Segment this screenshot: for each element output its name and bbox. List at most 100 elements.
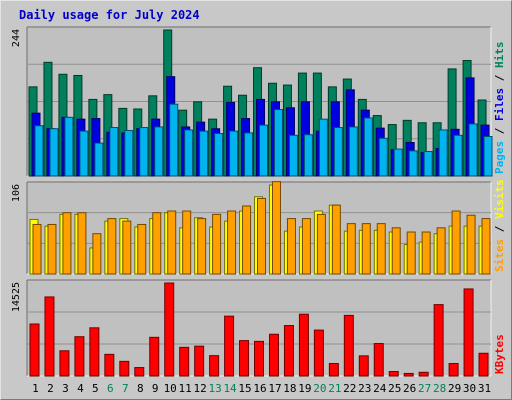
bar-kbytes-day-30 bbox=[463, 288, 474, 377]
bar-kbytes-day-22 bbox=[343, 314, 354, 377]
legend-entry: Pages bbox=[493, 141, 506, 174]
x-tick-label-day-14: 14 bbox=[223, 382, 237, 395]
bar-sites-day-10 bbox=[167, 210, 177, 275]
bar-kbytes-day-17 bbox=[268, 333, 279, 377]
bar-kbytes-day-1 bbox=[29, 323, 40, 377]
panel-visits-sites-legend: Sites / Visits bbox=[493, 179, 506, 272]
bar-sites-day-26 bbox=[406, 231, 416, 275]
bar-sites-day-29 bbox=[451, 210, 461, 275]
bar-pages-day-8 bbox=[139, 127, 149, 177]
bar-sites-day-23 bbox=[361, 223, 371, 275]
x-tick-label-day-7: 7 bbox=[122, 382, 129, 395]
bar-pages-day-20 bbox=[318, 118, 328, 177]
x-tick-label-day-5: 5 bbox=[92, 382, 99, 395]
bar-pages-day-31 bbox=[483, 136, 493, 177]
bar-kbytes-day-15 bbox=[239, 340, 250, 377]
bar-sites-day-31 bbox=[481, 218, 491, 275]
bar-sites-day-12 bbox=[197, 218, 207, 275]
legend-entry: / bbox=[493, 219, 506, 239]
bar-kbytes-day-25 bbox=[388, 371, 399, 377]
x-tick-label-day-4: 4 bbox=[77, 382, 84, 395]
bar-kbytes-day-18 bbox=[283, 325, 294, 377]
bar-pages-day-4 bbox=[79, 130, 89, 177]
bar-kbytes-day-16 bbox=[254, 340, 265, 377]
bar-kbytes-day-29 bbox=[448, 363, 459, 377]
x-tick-label-day-30: 30 bbox=[463, 382, 476, 395]
legend-entry: Hits bbox=[493, 42, 506, 69]
bar-pages-day-5 bbox=[94, 142, 104, 177]
bar-kbytes-day-12 bbox=[194, 345, 205, 377]
bar-pages-day-2 bbox=[49, 128, 59, 177]
bar-pages-day-25 bbox=[393, 148, 403, 177]
bar-sites-day-5 bbox=[92, 233, 102, 275]
x-tick-label-day-28: 28 bbox=[433, 382, 446, 395]
bar-sites-day-7 bbox=[122, 220, 132, 275]
x-tick-label-day-21: 21 bbox=[328, 382, 341, 395]
x-tick-label-day-10: 10 bbox=[164, 382, 177, 395]
bar-pages-day-9 bbox=[154, 126, 164, 177]
bar-pages-day-28 bbox=[438, 129, 448, 177]
bar-sites-day-3 bbox=[62, 212, 72, 275]
bar-sites-day-17 bbox=[271, 181, 281, 275]
bar-pages-day-14 bbox=[229, 130, 239, 177]
x-tick-label-day-26: 26 bbox=[403, 382, 416, 395]
bar-kbytes-day-24 bbox=[373, 343, 384, 377]
bar-pages-day-17 bbox=[273, 109, 283, 177]
x-tick-label-day-17: 17 bbox=[268, 382, 281, 395]
bar-sites-day-2 bbox=[47, 223, 57, 275]
x-tick-label-day-29: 29 bbox=[448, 382, 461, 395]
bar-pages-day-22 bbox=[348, 126, 358, 177]
bar-sites-day-28 bbox=[436, 227, 446, 275]
bar-pages-day-12 bbox=[199, 130, 209, 177]
bar-kbytes-day-27 bbox=[418, 371, 429, 377]
bar-sites-day-6 bbox=[107, 218, 117, 275]
bar-sites-day-27 bbox=[421, 231, 431, 275]
panel-hits-files-pages-legend: Pages / Files / Hits bbox=[493, 42, 506, 175]
x-tick-label-day-6: 6 bbox=[107, 382, 114, 395]
bar-pages-day-15 bbox=[244, 132, 254, 177]
bar-sites-day-1 bbox=[32, 223, 42, 275]
legend-entry: Files bbox=[493, 88, 506, 121]
x-tick-label-day-9: 9 bbox=[152, 382, 159, 395]
x-tick-label-day-27: 27 bbox=[418, 382, 431, 395]
legend-entry: Sites bbox=[493, 239, 506, 272]
bar-kbytes-day-9 bbox=[149, 336, 160, 377]
panel-visits-sites-max-label: 106 bbox=[11, 184, 22, 202]
bar-kbytes-day-10 bbox=[164, 282, 175, 377]
bar-kbytes-day-23 bbox=[358, 355, 369, 377]
x-tick-label-day-16: 16 bbox=[253, 382, 266, 395]
x-tick-label-day-24: 24 bbox=[373, 382, 387, 395]
bar-kbytes-day-31 bbox=[478, 352, 489, 377]
legend-entry: / bbox=[493, 121, 506, 141]
bar-kbytes-day-28 bbox=[433, 304, 444, 377]
bar-pages-day-23 bbox=[363, 117, 373, 177]
bar-pages-day-1 bbox=[34, 125, 44, 177]
bar-sites-day-22 bbox=[346, 223, 356, 275]
x-tick-label-day-31: 31 bbox=[478, 382, 491, 395]
bar-sites-day-13 bbox=[212, 213, 222, 275]
x-tick-label-day-1: 1 bbox=[32, 382, 39, 395]
bar-pages-day-3 bbox=[64, 116, 74, 177]
bar-kbytes-day-6 bbox=[104, 353, 115, 377]
x-tick-label-day-23: 23 bbox=[358, 382, 371, 395]
x-tick-label-day-11: 11 bbox=[179, 382, 192, 395]
x-tick-label-day-22: 22 bbox=[343, 382, 356, 395]
bar-pages-day-24 bbox=[378, 137, 388, 177]
bar-kbytes-day-7 bbox=[119, 360, 130, 377]
bar-pages-day-21 bbox=[333, 127, 343, 177]
bar-pages-day-11 bbox=[184, 129, 194, 177]
x-tick-label-day-19: 19 bbox=[298, 382, 311, 395]
x-tick-label-day-12: 12 bbox=[194, 382, 207, 395]
bar-kbytes-day-21 bbox=[328, 363, 339, 377]
bar-kbytes-day-20 bbox=[313, 329, 324, 377]
bar-kbytes-day-19 bbox=[298, 313, 309, 377]
bar-pages-day-16 bbox=[259, 124, 269, 177]
x-tick-label-day-3: 3 bbox=[62, 382, 69, 395]
panel-kbytes-max-label: 14525 bbox=[11, 282, 22, 312]
bar-pages-day-7 bbox=[124, 130, 134, 177]
bar-pages-day-27 bbox=[423, 150, 433, 177]
x-tick-label-day-18: 18 bbox=[283, 382, 296, 395]
bar-kbytes-day-3 bbox=[59, 350, 70, 377]
bar-kbytes-day-13 bbox=[209, 355, 220, 377]
